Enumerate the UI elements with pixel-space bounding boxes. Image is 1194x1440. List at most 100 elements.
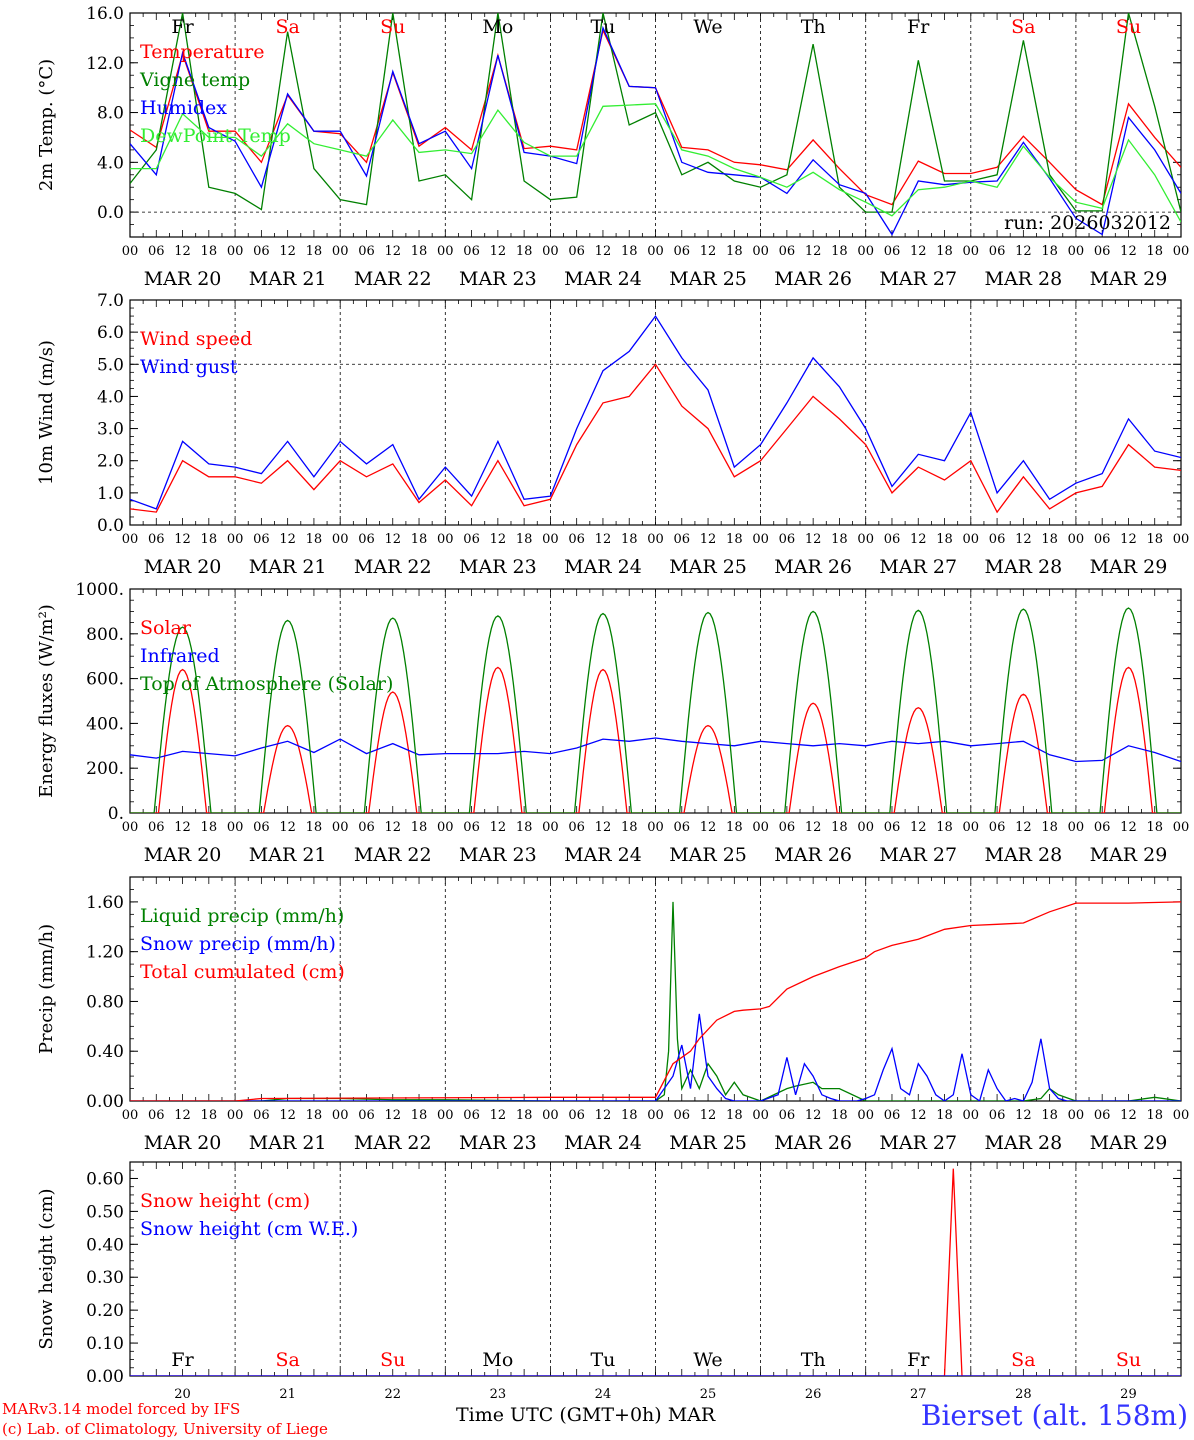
hour-tick-label: 06 — [1094, 1108, 1111, 1123]
hour-tick-label: 06 — [779, 532, 796, 547]
panel-wind: 0.0 1.0 2.0 3.0 4.0 5.0 6.0 7.0 10m Wind (m/s) Wi… — [36, 291, 1189, 578]
hour-tick-label: 06 — [253, 244, 270, 259]
y-tick-label: 0.0 — [97, 203, 124, 223]
hour-tick-label: 00 — [857, 820, 874, 835]
time-axis-label: Time UTC (GMT+0h) — [456, 1404, 662, 1426]
hour-tick-label: 12 — [805, 244, 822, 259]
hour-tick-label: 00 — [1068, 532, 1085, 547]
hour-tick-label: 00 — [437, 532, 454, 547]
hour-tick-label: 00 — [1173, 244, 1190, 259]
hour-tick-label: 00 — [227, 532, 244, 547]
hour-tick-label: 06 — [989, 1108, 1006, 1123]
hour-tick-label: 12 — [384, 244, 401, 259]
y-tick-label: 0.60 — [86, 1169, 124, 1189]
hour-tick-label: 00 — [752, 244, 769, 259]
hour-tick-label: 00 — [857, 244, 874, 259]
plot-frame — [129, 588, 1182, 814]
date-label: MAR 27 — [879, 556, 957, 578]
hour-tick-label: 18 — [621, 820, 638, 835]
hour-tick-label: 06 — [253, 820, 270, 835]
weekday-label-bottom: Tu — [590, 1349, 615, 1371]
time-axis-title: Time UTC (GMT+0h) MAR — [456, 1404, 715, 1426]
hour-tick-label: 06 — [674, 1108, 691, 1123]
hour-tick-label: 12 — [805, 532, 822, 547]
hour-tick-label: 18 — [306, 532, 323, 547]
hour-tick-label: 00 — [332, 244, 349, 259]
hour-tick-label: 12 — [700, 1108, 717, 1123]
hour-tick-label: 06 — [884, 1108, 901, 1123]
hour-tick-label: 12 — [384, 820, 401, 835]
date-label: MAR 22 — [354, 556, 432, 578]
hour-tick-label: 18 — [621, 1108, 638, 1123]
hour-tick-label: 00 — [963, 244, 980, 259]
hour-tick-label: 06 — [148, 820, 165, 835]
hour-tick-label: 06 — [674, 820, 691, 835]
hour-tick-label: 06 — [674, 244, 691, 259]
hour-tick-label: 06 — [358, 820, 375, 835]
y-tick-label: 6.0 — [97, 323, 124, 343]
day-number-label: 29 — [1120, 1387, 1137, 1402]
series-group — [130, 13, 1181, 236]
panel-energy: 0. 200. 400. 600. 800. 1000. Energy fluxes (W/… — [36, 580, 1189, 866]
hour-tick-label: 18 — [726, 532, 743, 547]
hour-tick-label: 06 — [779, 244, 796, 259]
y-tick-label: 16.0 — [86, 4, 124, 24]
date-label: MAR 26 — [774, 1132, 852, 1154]
hour-tick-label: 00 — [963, 820, 980, 835]
hour-tick-label: 12 — [1120, 820, 1137, 835]
hour-tick-label: 06 — [1094, 244, 1111, 259]
hour-tick-label: 06 — [884, 244, 901, 259]
legend-temperature: Temperature — [140, 41, 264, 63]
series-group — [130, 314, 1181, 514]
hour-tick-label: 00 — [1068, 820, 1085, 835]
hour-tick-label: 06 — [253, 532, 270, 547]
hour-tick-label: 00 — [122, 244, 139, 259]
date-label: MAR 23 — [459, 844, 537, 866]
hour-tick-label: 12 — [595, 820, 612, 835]
hour-tick-label: 18 — [621, 532, 638, 547]
weekday-label-bottom: We — [693, 1349, 722, 1371]
weekday-label: Sa — [1011, 16, 1035, 38]
legend-dewpoint-temp: DewPoint Temp — [140, 125, 291, 147]
hour-tick-label: 00 — [647, 820, 664, 835]
y-tick-label: 0.80 — [86, 992, 124, 1012]
day-number-label: 24 — [595, 1387, 612, 1402]
weekday-label: Fr — [907, 16, 930, 38]
legend-snow-height-cm: Snow height (cm) — [140, 1190, 310, 1212]
day-number-label: 22 — [384, 1387, 401, 1402]
hour-tick-label: 12 — [279, 244, 296, 259]
date-label: MAR 25 — [669, 1132, 747, 1154]
hour-tick-label: 12 — [910, 244, 927, 259]
series-line-wind-speed — [130, 363, 1181, 514]
weekday-label: Th — [801, 16, 826, 38]
weekday-label-bottom: Fr — [171, 1349, 194, 1371]
day-number-label: 21 — [279, 1387, 296, 1402]
date-label: MAR 23 — [459, 556, 537, 578]
hour-tick-label: 00 — [227, 1108, 244, 1123]
hour-tick-label: 06 — [568, 244, 585, 259]
hour-tick-label: 12 — [595, 1108, 612, 1123]
hour-tick-label: 00 — [857, 1108, 874, 1123]
hour-tick-label: 12 — [700, 820, 717, 835]
y-tick-label: 1.0 — [97, 484, 124, 504]
hour-tick-label: 00 — [332, 1108, 349, 1123]
weekday-label: Sa — [275, 16, 299, 38]
run-annotation: run: 2026032012 — [1004, 212, 1171, 234]
date-label: MAR 24 — [564, 1132, 642, 1154]
hour-tick-label: 06 — [463, 244, 480, 259]
weekday-label-bottom: Th — [801, 1349, 826, 1371]
date-label: MAR 27 — [879, 268, 957, 290]
date-label: MAR 26 — [774, 268, 852, 290]
series-group — [130, 1168, 1181, 1376]
hour-tick-label: 12 — [1015, 1108, 1032, 1123]
weekday-label: Su — [1116, 16, 1141, 38]
y-tick-label: 5.0 — [97, 355, 124, 375]
hour-tick-label: 00 — [1173, 532, 1190, 547]
y-axis-label: Energy fluxes (W/m²) — [36, 604, 57, 798]
hour-tick-label: 06 — [463, 1108, 480, 1123]
hour-tick-label: 18 — [411, 1108, 428, 1123]
hour-tick-label: 12 — [805, 1108, 822, 1123]
legend-liquid-precip-mm-h: Liquid precip (mm/h) — [140, 905, 344, 927]
y-axis-label: 2m Temp. (°C) — [36, 59, 57, 191]
hour-tick-label: 00 — [1068, 244, 1085, 259]
